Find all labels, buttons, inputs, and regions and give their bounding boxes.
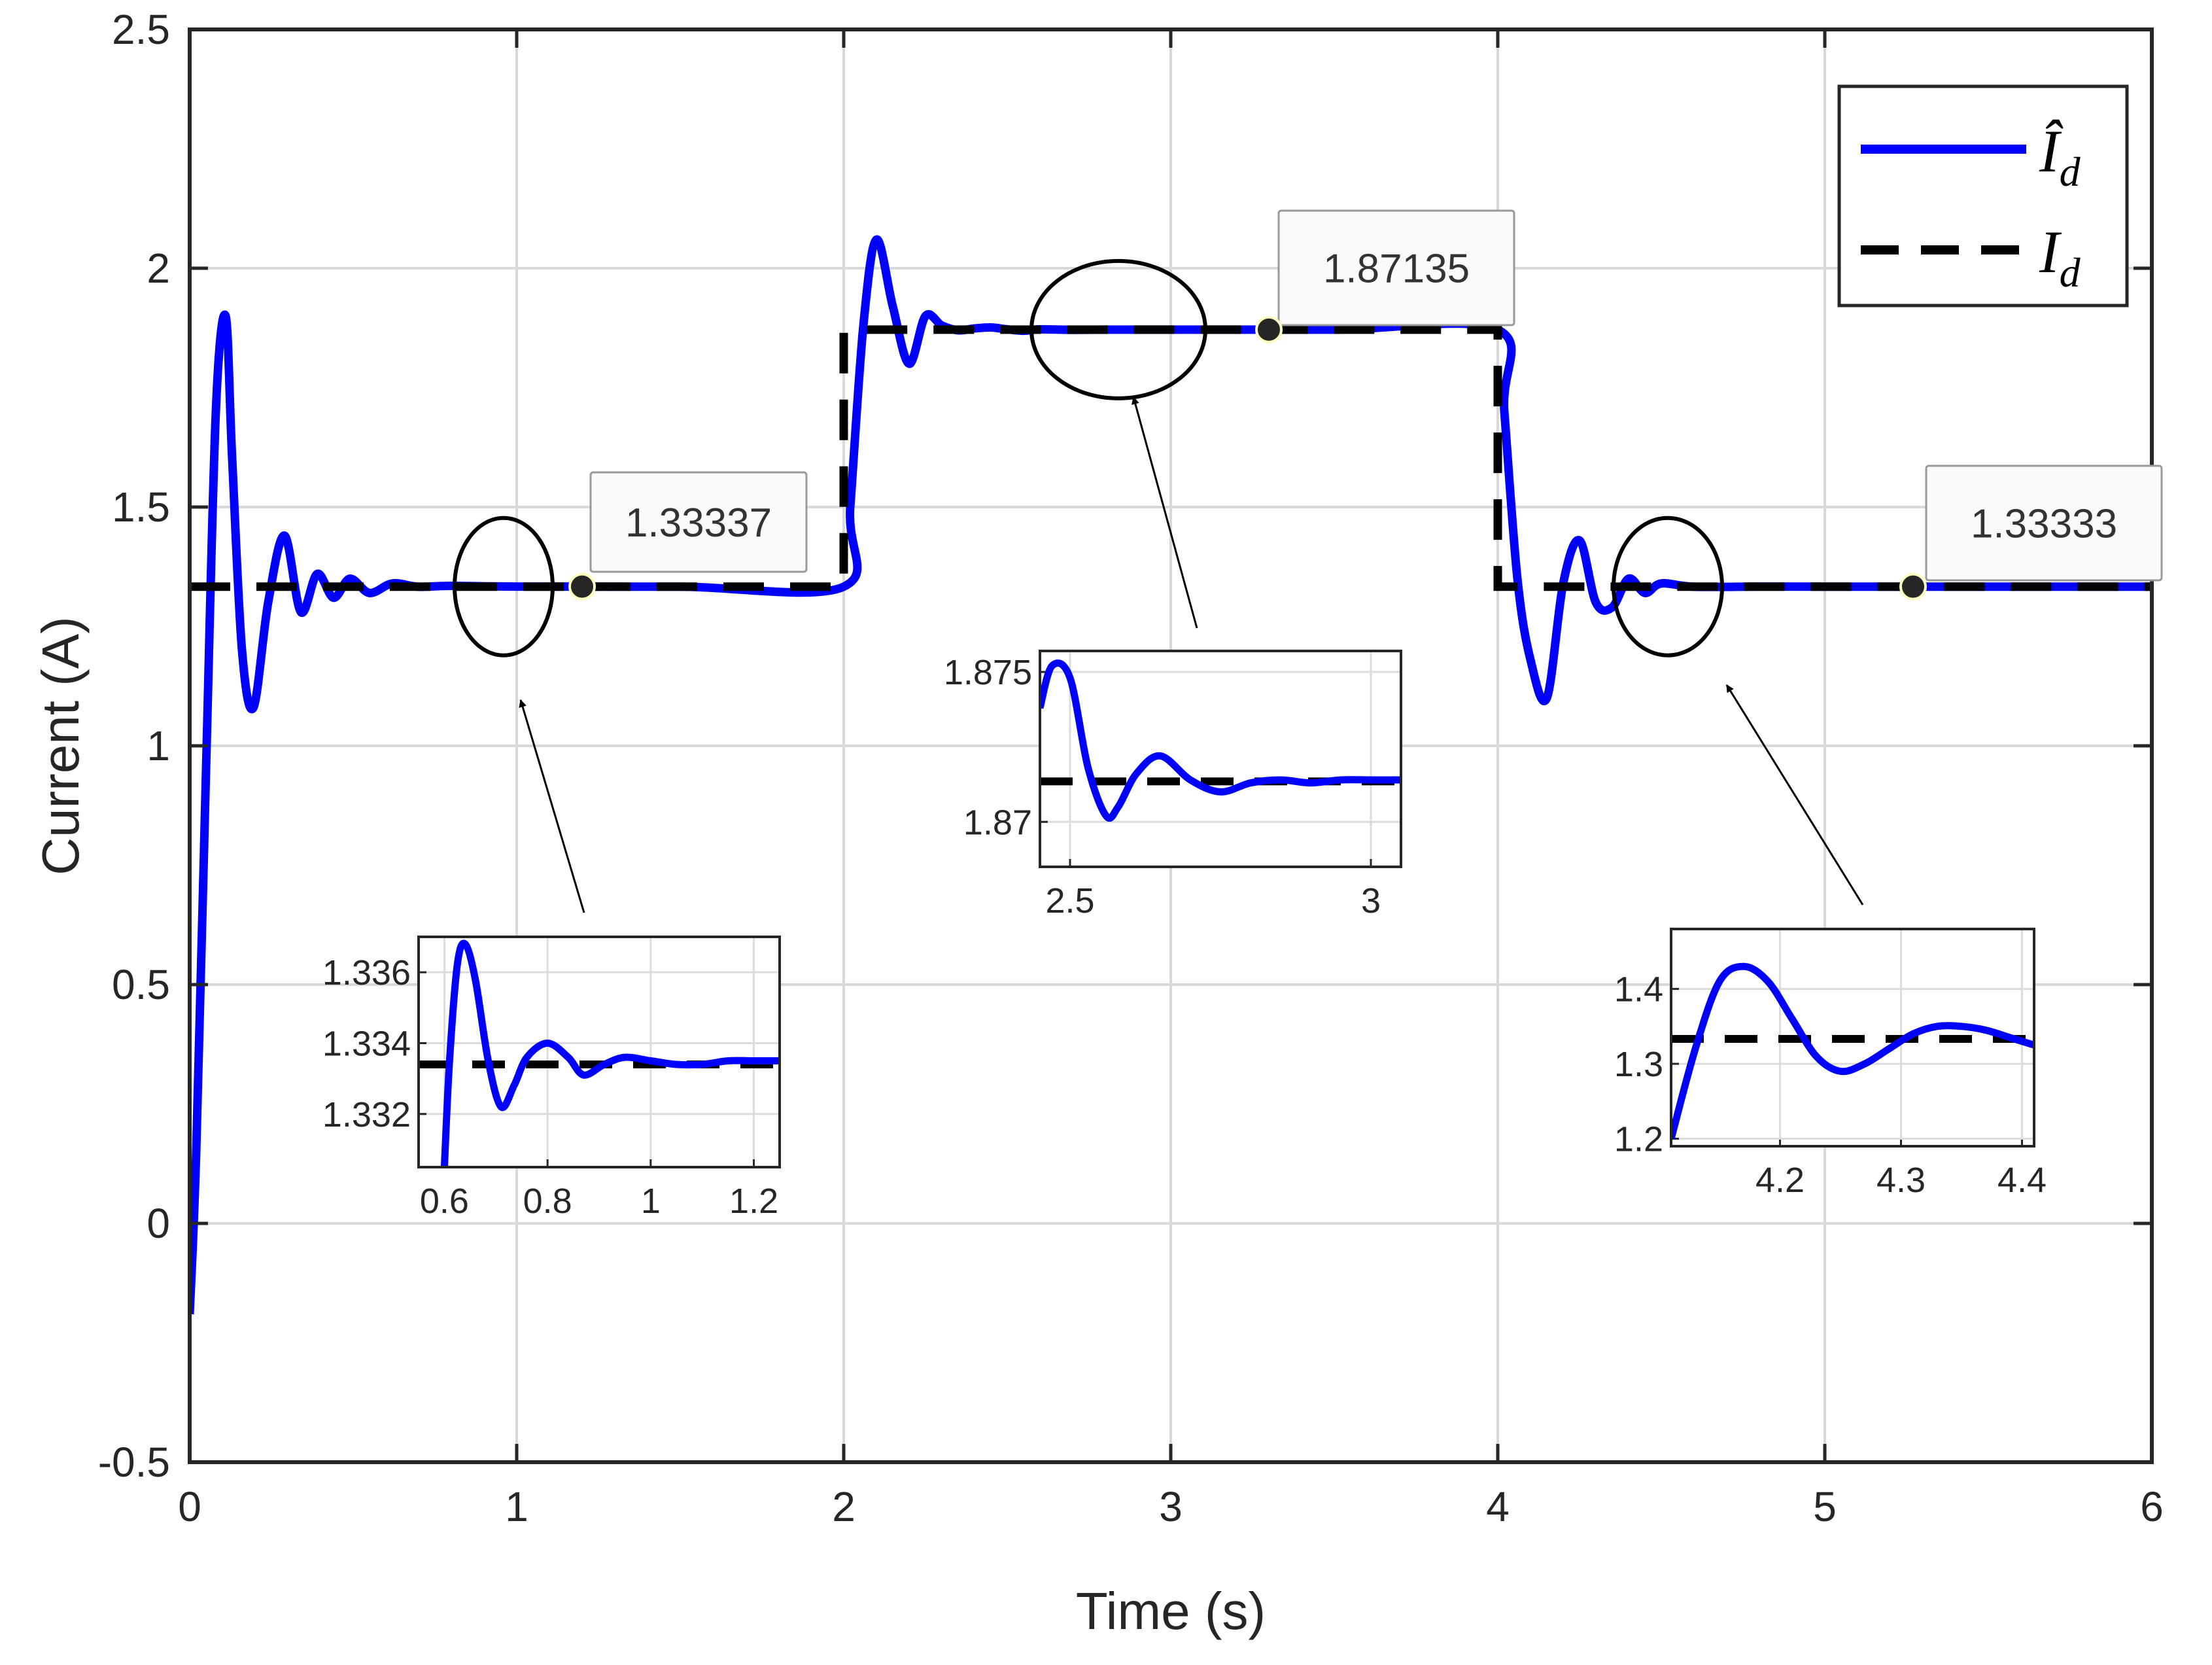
main-axes: 0 1 2 3 4 5 6-0.500.511.522.5 <box>98 6 2164 1530</box>
x-tick-label: 5 <box>1813 1483 1837 1530</box>
inset-series-group <box>1671 962 2034 1140</box>
inset-y-tick-label: 1.332 <box>322 1095 411 1134</box>
x-tick-label: 3 <box>1159 1483 1183 1530</box>
zoom-arrow <box>1132 396 1198 629</box>
inset-frame <box>1670 928 2035 1148</box>
inset-y-tick-label: 1.3 <box>1614 1045 1663 1084</box>
datatip-label: 1.33337 <box>625 500 772 546</box>
legend-label-reference: Id <box>2039 219 2081 296</box>
zoom-inset-3: 4.2 4.3 4.4 1.4 1.3 1.2 <box>1614 928 2047 1200</box>
zoom-inset-1: 0.6 0.8 1 1.2 1.336 1.334 1.332 <box>322 936 781 1221</box>
y-tick-label: 0 <box>147 1200 170 1247</box>
y-tick-label: 2.5 <box>112 6 170 53</box>
inset-series-group <box>419 939 780 1167</box>
inset-y-tick-label: 1.875 <box>944 653 1032 692</box>
insets: 0.6 0.8 1 1.2 1.336 1.334 1.332 2.5 3 1.875 1.87 4.… <box>322 650 2047 1221</box>
y-axis-label: Current (A) <box>31 616 90 875</box>
zoom-region-ellipse <box>1029 258 1207 400</box>
inset-background <box>419 937 780 1167</box>
y-tick-label: -0.5 <box>98 1439 170 1486</box>
inset-x-tick-label: 0.6 <box>420 1182 469 1221</box>
inset-frame <box>1039 650 1402 868</box>
datatip-box <box>589 471 808 573</box>
y-tick-label: 1.5 <box>112 483 170 531</box>
x-tick-label: 2 <box>832 1483 855 1530</box>
zoom-callouts <box>453 258 1864 913</box>
x-axis-label: Time (s) <box>1076 1582 1266 1640</box>
x-tick-label: 1 <box>505 1483 528 1530</box>
inset-frame <box>417 936 781 1168</box>
inset-x-tick-label: 4.3 <box>1876 1161 1926 1200</box>
datatip-label: 1.33333 <box>1971 502 2117 547</box>
inset-x-tick-label: 1 <box>641 1182 661 1221</box>
y-tick-label: 0.5 <box>112 961 170 1008</box>
legend-label-estimated: Îd <box>2039 118 2081 195</box>
inset-background <box>1040 651 1401 867</box>
datatip-label: 1.87135 <box>1323 247 1470 292</box>
x-tick-label: 0 <box>178 1483 201 1530</box>
datatip-marker <box>1899 572 1927 601</box>
zoom-arrow <box>1725 684 1864 905</box>
inset-x-tick-label: 4.4 <box>1997 1161 2047 1200</box>
datatip-box <box>1925 464 2163 582</box>
inset-y-tick-label: 1.334 <box>322 1024 411 1063</box>
inset-estimated-line <box>1671 962 2034 1140</box>
datatip-marker <box>568 572 596 601</box>
plot-frame <box>188 27 2154 1464</box>
inset-y-tick-label: 1.87 <box>963 803 1032 842</box>
series-estimated-line <box>190 235 2152 1314</box>
inset-x-tick-label: 1.2 <box>729 1182 778 1221</box>
inset-y-tick-label: 1.2 <box>1614 1120 1663 1159</box>
y-tick-label: 2 <box>147 245 170 292</box>
series-reference-line <box>190 325 2152 591</box>
inset-estimated-line <box>1040 659 1401 822</box>
x-tick-label: 4 <box>1486 1483 1510 1530</box>
datatip-marker <box>1255 315 1283 343</box>
inset-x-tick-label: 3 <box>1361 881 1381 920</box>
inset-y-tick-label: 1.4 <box>1614 970 1663 1009</box>
datatip-box <box>1277 209 1515 326</box>
zoom-arrow <box>519 699 585 913</box>
inset-x-tick-label: 0.8 <box>523 1182 572 1221</box>
y-tick-label: 1 <box>147 722 170 769</box>
zoom-region-ellipse <box>453 516 555 657</box>
zoom-inset-2: 2.5 3 1.875 1.87 <box>944 650 1402 920</box>
inset-x-tick-label: 4.2 <box>1755 1161 1805 1200</box>
x-tick-label: 6 <box>2140 1483 2164 1530</box>
main-series-group <box>190 235 2152 1314</box>
legend: Îd Id <box>1837 84 2129 307</box>
inset-x-tick-label: 2.5 <box>1045 881 1094 920</box>
inset-y-tick-label: 1.336 <box>322 953 411 992</box>
inset-series-group <box>1040 659 1401 822</box>
legend-box <box>1837 84 2129 307</box>
datatips: 1.33337 1.87135 1.33333 <box>568 209 2163 601</box>
inset-estimated-line <box>440 939 780 1167</box>
zoom-region-ellipse <box>1612 516 1724 657</box>
